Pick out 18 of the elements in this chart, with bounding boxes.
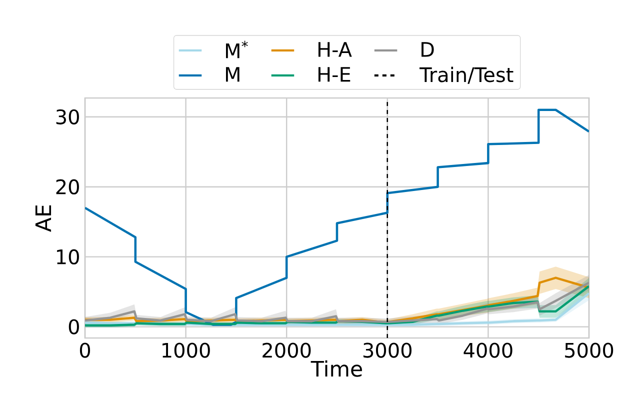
y-tick-label: 10 [57, 249, 79, 264]
x-tick-label: 3000 [363, 342, 412, 358]
y-tick-label: 30 [56, 109, 79, 124]
legend-label: M [226, 67, 240, 82]
legend-label: Train/Test [420, 66, 514, 84]
x-axis-title: Time [310, 360, 362, 377]
legend-label: M$^{*}$ [226, 40, 248, 58]
legend-label: D [422, 42, 434, 57]
legend-label: H-A [318, 42, 352, 57]
x-tick-label: 5000 [565, 342, 614, 358]
y-axis-title: AE [35, 205, 52, 232]
y-tick-label: 20 [56, 179, 79, 194]
x-tick-label: 2000 [262, 342, 311, 358]
y-tick-label: 0 [68, 319, 79, 334]
x-tick-label: 1000 [162, 342, 210, 358]
x-tick-label: 0 [80, 342, 90, 358]
x-tick-label: 4000 [464, 342, 512, 358]
legend-label: H-E [318, 67, 350, 82]
